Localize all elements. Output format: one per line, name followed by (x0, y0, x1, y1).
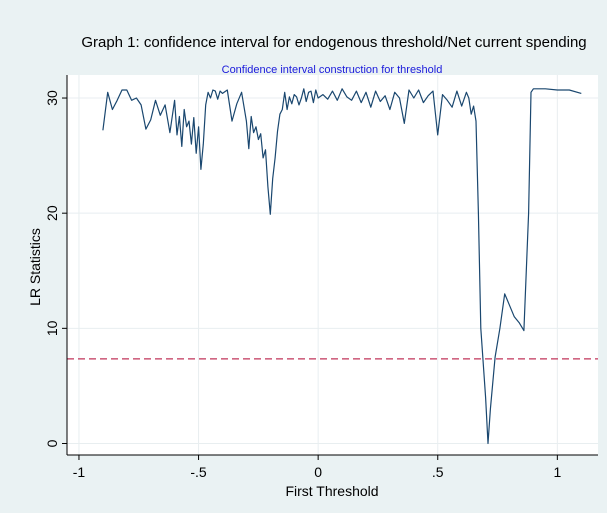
axes (66, 75, 598, 456)
series-line (102, 88, 582, 445)
chart-title: Graph 1: confidence interval for endogen… (81, 34, 586, 51)
y-tick-label: 10 (44, 320, 60, 336)
x-tick-label: -1 (73, 464, 86, 480)
x-tick-label: 0 (314, 464, 322, 480)
x-tick-label: .5 (432, 464, 444, 480)
x-tick-label: -.5 (190, 464, 207, 480)
y-tick-label: 30 (44, 90, 60, 106)
x-axis-ticks: -1 -.5 0 .5 1 (73, 455, 561, 480)
plot-area (67, 75, 598, 455)
x-tick-label: 1 (553, 464, 561, 480)
y-axis-title: LR Statistics (27, 228, 43, 306)
x-axis-title: First Threshold (285, 483, 378, 499)
y-tick-label: 0 (44, 439, 60, 447)
chart-subtitle: Confidence interval construction for thr… (222, 64, 443, 76)
y-tick-label: 20 (44, 205, 60, 221)
grid-lines (67, 75, 598, 455)
y-axis-ticks: 0 10 20 30 (44, 90, 67, 447)
series-group (102, 88, 582, 445)
